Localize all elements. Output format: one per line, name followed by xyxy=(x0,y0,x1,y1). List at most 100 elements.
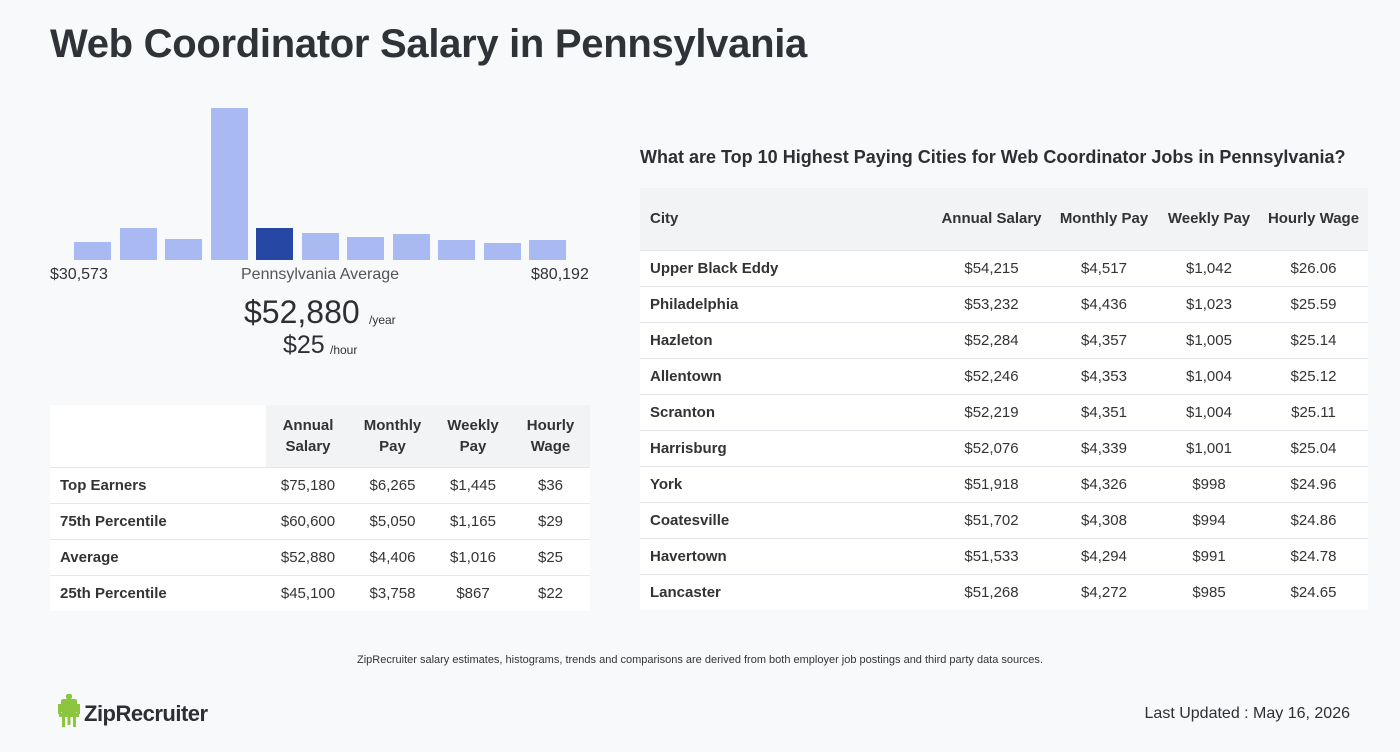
percentile-cell: $22 xyxy=(511,574,590,611)
top-cities-table: City Annual Salary Monthly Pay Weekly Pa… xyxy=(640,188,1368,610)
city-cell: $1,004 xyxy=(1159,393,1259,430)
percentile-cell: $36 xyxy=(511,466,590,503)
histogram-bar xyxy=(119,228,157,260)
city-cell: $4,326 xyxy=(1049,465,1159,502)
percentile-row-label: 75th Percentile xyxy=(50,502,266,539)
percentile-row: Top Earners $75,180 $6,265 $1,445 $36 xyxy=(50,466,590,503)
percentile-cell: $5,050 xyxy=(350,502,435,539)
city-row: Lancaster $51,268 $4,272 $985 $24.65 xyxy=(640,573,1368,610)
city-cell: $1,023 xyxy=(1159,285,1259,322)
average-annual-unit: /year xyxy=(369,313,396,327)
histogram-min-label: $30,573 xyxy=(50,266,108,283)
city-cell: $991 xyxy=(1159,537,1259,574)
city-name: Allentown xyxy=(640,357,934,394)
city-cell: $4,351 xyxy=(1049,393,1159,430)
percentile-cell: $1,165 xyxy=(435,502,511,539)
city-cell: $25.11 xyxy=(1259,393,1368,430)
percentile-header-monthly: Monthly Pay xyxy=(350,405,435,467)
percentile-row: 75th Percentile $60,600 $5,050 $1,165 $29 xyxy=(50,502,590,539)
city-cell: $24.96 xyxy=(1259,465,1368,502)
city-cell: $1,042 xyxy=(1159,249,1259,286)
city-cell: $52,246 xyxy=(934,357,1049,394)
city-cell: $25.59 xyxy=(1259,285,1368,322)
percentile-row-label: 25th Percentile xyxy=(50,574,266,611)
city-name: Upper Black Eddy xyxy=(640,249,934,286)
city-cell: $4,517 xyxy=(1049,249,1159,286)
histogram-bar xyxy=(74,242,111,260)
cities-table-header: City Annual Salary Monthly Pay Weekly Pa… xyxy=(640,188,1368,251)
percentile-row-label: Average xyxy=(50,538,266,575)
page-title: Web Coordinator Salary in Pennsylvania xyxy=(50,22,807,66)
city-row: Philadelphia $53,232 $4,436 $1,023 $25.59 xyxy=(640,285,1368,322)
percentile-cell: $25 xyxy=(511,538,590,575)
percentile-cell: $1,445 xyxy=(435,466,511,503)
city-cell: $1,001 xyxy=(1159,429,1259,466)
city-cell: $24.86 xyxy=(1259,501,1368,538)
city-row: Scranton $52,219 $4,351 $1,004 $25.11 xyxy=(640,393,1368,430)
city-cell: $54,215 xyxy=(934,249,1049,286)
city-cell: $4,272 xyxy=(1049,573,1159,610)
cities-header-weekly: Weekly Pay xyxy=(1159,188,1259,251)
percentile-cell: $75,180 xyxy=(266,466,350,503)
percentile-cell: $52,880 xyxy=(266,538,350,575)
cities-header-hourly: Hourly Wage xyxy=(1259,188,1368,251)
percentile-header-weekly: Weekly Pay xyxy=(435,405,511,467)
cities-header-city: City xyxy=(640,188,934,251)
city-cell: $4,339 xyxy=(1049,429,1159,466)
city-cell: $53,232 xyxy=(934,285,1049,322)
city-name: Coatesville xyxy=(640,501,934,538)
city-cell: $51,918 xyxy=(934,465,1049,502)
city-cell: $4,357 xyxy=(1049,321,1159,358)
city-cell: $4,294 xyxy=(1049,537,1159,574)
city-row: Coatesville $51,702 $4,308 $994 $24.86 xyxy=(640,501,1368,538)
city-cell: $994 xyxy=(1159,501,1259,538)
data-source-footnote: ZipRecruiter salary estimates, histogram… xyxy=(357,654,1043,666)
percentile-cell: $45,100 xyxy=(266,574,350,611)
city-name: Hazleton xyxy=(640,321,934,358)
histogram-bar xyxy=(483,243,521,260)
city-row: Hazleton $52,284 $4,357 $1,005 $25.14 xyxy=(640,321,1368,358)
city-row: Upper Black Eddy $54,215 $4,517 $1,042 $26.0… xyxy=(640,249,1368,286)
city-row: Havertown $51,533 $4,294 $991 $24.78 xyxy=(640,537,1368,574)
percentile-header-blank xyxy=(50,405,266,467)
percentile-table-header: Annual Salary Monthly Pay Weekly Pay Hou… xyxy=(50,405,590,467)
city-cell: $4,353 xyxy=(1049,357,1159,394)
histogram-bar xyxy=(392,234,430,260)
city-row: Harrisburg $52,076 $4,339 $1,001 $25.04 xyxy=(640,429,1368,466)
city-cell: $1,004 xyxy=(1159,357,1259,394)
city-cell: $998 xyxy=(1159,465,1259,502)
histogram-bar xyxy=(347,237,384,260)
percentile-header-hourly: Hourly Wage xyxy=(511,405,590,467)
percentile-cell: $29 xyxy=(511,502,590,539)
salary-histogram xyxy=(70,100,570,260)
percentile-cell: $4,406 xyxy=(350,538,435,575)
ziprecruiter-chair-icon xyxy=(58,694,80,733)
city-cell: $52,219 xyxy=(934,393,1049,430)
cities-header-monthly: Monthly Pay xyxy=(1049,188,1159,251)
histogram-bar xyxy=(529,240,566,260)
percentile-cell: $60,600 xyxy=(266,502,350,539)
city-name: Harrisburg xyxy=(640,429,934,466)
average-hourly-wage: $25 xyxy=(283,331,325,359)
histogram-bar xyxy=(210,108,248,260)
city-name: York xyxy=(640,465,934,502)
ziprecruiter-logo[interactable]: ZipRecruiter xyxy=(58,694,208,733)
city-name: Scranton xyxy=(640,393,934,430)
percentile-cell: $6,265 xyxy=(350,466,435,503)
top-cities-heading: What are Top 10 Highest Paying Cities fo… xyxy=(640,147,1346,167)
city-cell: $1,005 xyxy=(1159,321,1259,358)
city-name: Philadelphia xyxy=(640,285,934,322)
city-cell: $25.04 xyxy=(1259,429,1368,466)
city-name: Havertown xyxy=(640,537,934,574)
average-hourly-unit: /hour xyxy=(330,343,358,357)
percentile-cell: $1,016 xyxy=(435,538,511,575)
city-name: Lancaster xyxy=(640,573,934,610)
city-cell: $25.12 xyxy=(1259,357,1368,394)
histogram-bar xyxy=(438,240,475,260)
percentile-header-annual: Annual Salary xyxy=(266,405,350,467)
city-cell: $51,268 xyxy=(934,573,1049,610)
percentile-row: 25th Percentile $45,100 $3,758 $867 $22 xyxy=(50,574,590,611)
city-cell: $24.78 xyxy=(1259,537,1368,574)
percentile-salary-table: Annual Salary Monthly Pay Weekly Pay Hou… xyxy=(50,405,590,611)
histogram-bar-average xyxy=(256,228,293,260)
